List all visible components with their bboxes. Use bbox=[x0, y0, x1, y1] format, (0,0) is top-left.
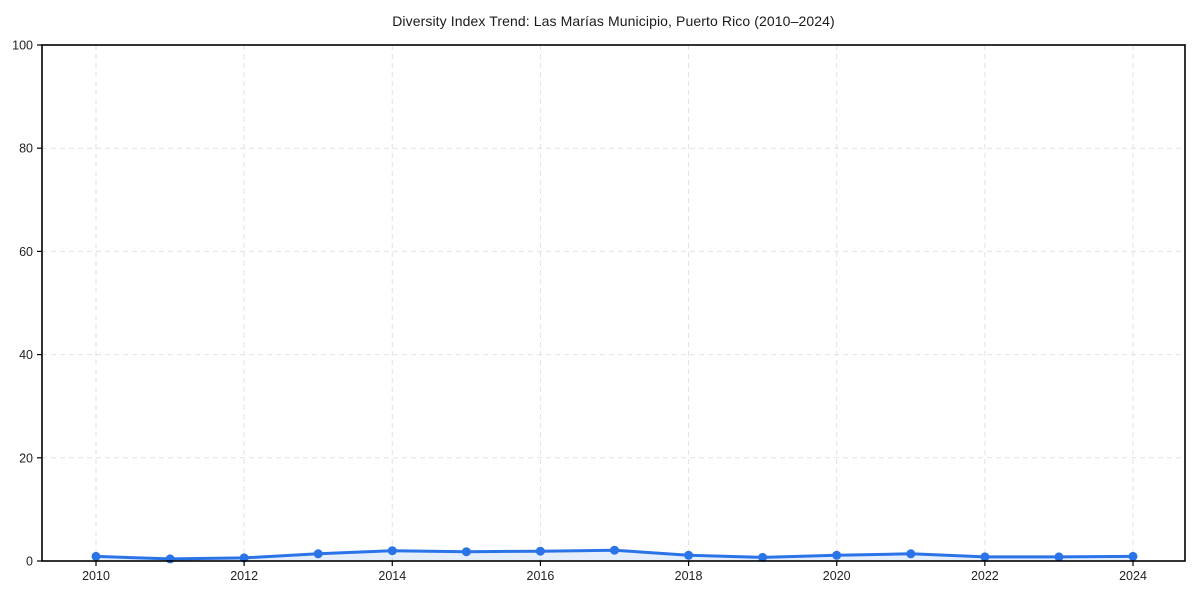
data-point-2023 bbox=[1054, 552, 1064, 562]
data-point-2021 bbox=[906, 549, 916, 559]
data-point-2011 bbox=[165, 554, 175, 564]
data-point-2018 bbox=[684, 550, 694, 560]
data-point-2020 bbox=[832, 550, 842, 560]
plot-border bbox=[41, 44, 1186, 562]
y-tick-label: 60 bbox=[19, 245, 33, 259]
data-point-2015 bbox=[461, 547, 471, 557]
chart-title: Diversity Index Trend: Las Marías Munici… bbox=[392, 13, 835, 29]
x-tick-label: 2014 bbox=[378, 569, 406, 583]
x-tick-label: 2024 bbox=[1119, 569, 1147, 583]
data-point-2017 bbox=[610, 545, 619, 555]
data-point-2022 bbox=[980, 552, 990, 562]
data-point-2016 bbox=[535, 546, 545, 556]
x-tick-label: 2012 bbox=[230, 569, 258, 583]
x-tick-label: 2022 bbox=[971, 569, 999, 583]
data-point-2014 bbox=[387, 546, 397, 556]
data-point-2010 bbox=[91, 551, 101, 561]
x-tick-label: 2016 bbox=[527, 569, 555, 583]
x-tick-label: 2018 bbox=[675, 569, 703, 583]
y-tick-label: 80 bbox=[19, 142, 33, 156]
data-point-2013 bbox=[313, 549, 323, 559]
x-tick-label: 2010 bbox=[82, 569, 110, 583]
data-point-2012 bbox=[239, 553, 249, 563]
y-tick-label: 20 bbox=[19, 451, 33, 465]
data-point-2019 bbox=[758, 552, 768, 562]
y-tick-label: 0 bbox=[26, 555, 33, 569]
data-point-2024 bbox=[1128, 551, 1138, 561]
x-tick-label: 2020 bbox=[823, 569, 851, 583]
y-tick-label: 40 bbox=[19, 348, 33, 362]
y-tick-label: 100 bbox=[12, 39, 33, 53]
